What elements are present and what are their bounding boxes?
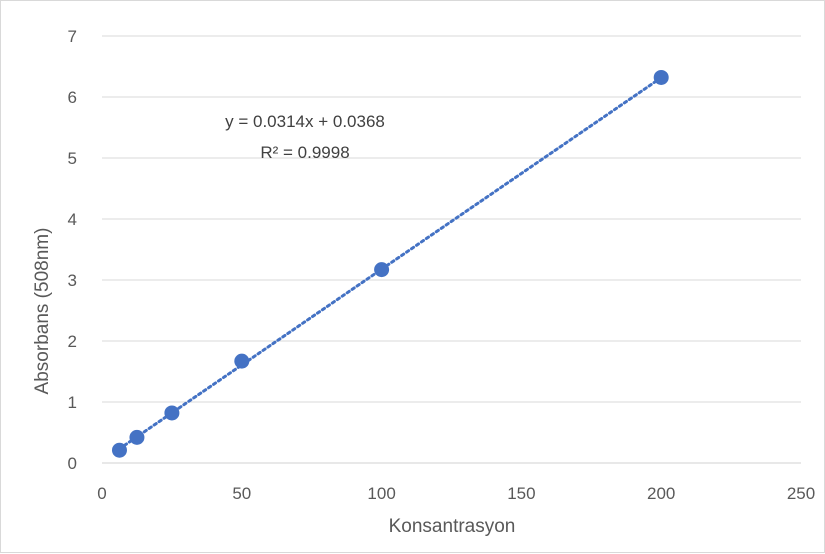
x-tick-label: 150 [507,484,535,503]
y-tick-label: 4 [68,210,77,229]
y-tick-label: 5 [68,149,77,168]
y-tick-label: 6 [68,88,77,107]
data-point [374,262,390,278]
data-point [129,429,145,445]
x-axis-title: Konsantrasyon [389,516,516,537]
x-tick-label: 50 [232,484,251,503]
x-tick-labels: 0 50 100 150 200 250 [97,484,815,503]
data-points [111,69,669,458]
data-point [111,442,127,458]
trendline-path [117,76,663,451]
y-tick-label: 0 [68,454,77,473]
y-tick-label: 3 [68,271,77,290]
x-tick-label: 200 [647,484,675,503]
y-tick-label: 7 [68,27,77,46]
trendline-equation: y = 0.0314x + 0.0368 [225,112,385,131]
y-tick-labels: 0 1 2 3 4 5 6 7 [68,27,77,473]
data-point [234,353,250,369]
y-tick-label: 1 [68,393,77,412]
y-axis-title: Absorbans (508nm) [32,228,53,395]
x-tick-label: 100 [367,484,395,503]
gridlines [102,35,801,403]
trendline-r-squared: R² = 0.9998 [260,143,349,162]
x-tick-label: 0 [97,484,106,503]
y-tick-label: 2 [68,332,77,351]
data-point [164,405,180,421]
data-point [653,69,669,85]
x-tick-label: 250 [787,484,815,503]
trendline [117,76,663,451]
